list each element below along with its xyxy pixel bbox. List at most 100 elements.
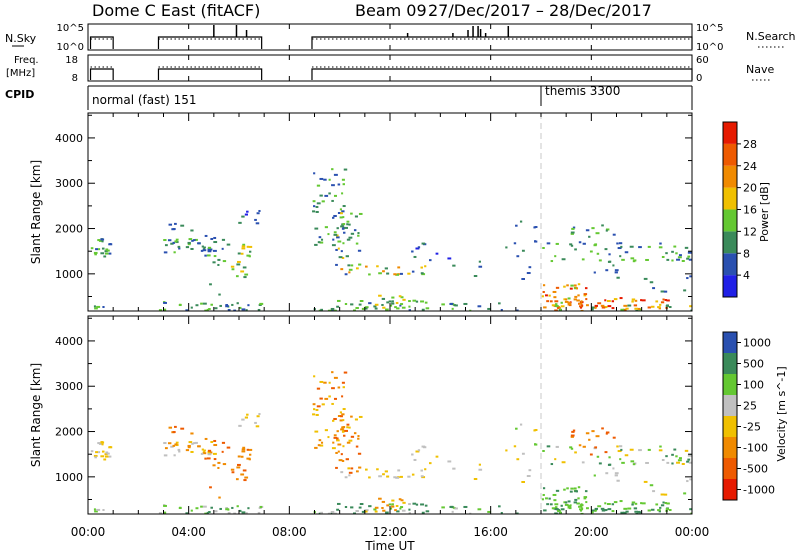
power-cell: [248, 245, 253, 248]
power-cell: [567, 302, 572, 305]
power-cell: [689, 275, 692, 278]
velocity-cell: [607, 508, 612, 511]
cpid-label: CPID: [5, 88, 34, 101]
velocity-cell: [212, 452, 217, 455]
power-cell: [100, 238, 105, 241]
power-cell: [619, 255, 622, 258]
power-cell: [173, 251, 176, 254]
power-cell: [677, 256, 682, 259]
velocity-cell: [598, 462, 602, 465]
power-cell: [242, 243, 246, 246]
power-cell: [659, 242, 662, 245]
power-ylabel: Slant Range [km]: [29, 160, 43, 264]
velocity-cell: [180, 427, 185, 430]
power-cell: [376, 265, 379, 268]
power-cell: [357, 232, 360, 235]
velocity-cell: [411, 473, 415, 476]
power-cell: [415, 300, 419, 303]
power-cell: [382, 270, 385, 273]
power-cell: [320, 238, 324, 241]
power-cell: [353, 229, 357, 232]
power-cell: [619, 297, 623, 300]
velocity-cell: [412, 502, 417, 505]
power-cell: [346, 220, 350, 223]
power-cell: [632, 260, 636, 263]
power-cell: [596, 252, 600, 255]
velocity-cell: [469, 512, 472, 514]
velocity-cell: [616, 479, 620, 482]
power-cell: [350, 232, 355, 235]
velocity-cell: [601, 509, 606, 512]
velocity-cell: [190, 509, 193, 512]
velocity-cell: [681, 462, 685, 465]
power-cell: [337, 247, 340, 250]
velocity-cell: [545, 497, 548, 500]
velocity-cell: [206, 457, 211, 460]
velocity-cell: [347, 467, 351, 470]
power-cell: [549, 300, 553, 303]
power-cell: [163, 251, 168, 254]
power-cell: [207, 246, 212, 249]
velocity-cell: [246, 413, 249, 416]
power-cell: [221, 247, 224, 250]
velocity-cell: [413, 458, 417, 461]
velocity-cell: [658, 449, 663, 452]
power-cell: [332, 238, 335, 241]
power-cell: [324, 194, 329, 197]
velocity-cell: [345, 458, 349, 461]
velocity-cell: [348, 471, 353, 474]
power-cell: [607, 305, 612, 308]
power-cell: [569, 243, 573, 246]
power-cell: [391, 296, 395, 299]
power-cell: [340, 268, 344, 271]
power-cell: [570, 244, 574, 247]
power-cell: [393, 273, 397, 276]
velocity-cell: [663, 493, 668, 496]
power-cell: [257, 308, 261, 311]
power-cell: [689, 305, 692, 308]
velocity-cell: [316, 405, 321, 408]
velocity-cell: [620, 511, 625, 514]
velocity-cell: [473, 478, 478, 481]
power-cell: [585, 298, 588, 301]
power-cell: [315, 205, 319, 208]
freq-segment: [311, 68, 693, 80]
velocity-cell: [625, 510, 629, 513]
power-cell: [193, 239, 196, 242]
velocity-cell: [398, 498, 402, 501]
velocity-cell: [397, 469, 401, 472]
power-cell: [400, 303, 404, 306]
power-cell: [355, 267, 359, 270]
power-cell: [204, 254, 207, 257]
power-cell: [408, 305, 411, 308]
power-cell: [652, 287, 656, 290]
power-cell: [469, 309, 472, 311]
velocity-cell: [690, 512, 692, 514]
power-cell: [225, 305, 229, 308]
power-cell: [185, 309, 188, 311]
power-cell: [97, 239, 101, 242]
velocity-cell: [580, 512, 584, 514]
power-cell: [202, 302, 207, 305]
power-cell: [395, 301, 399, 304]
power-cell: [158, 309, 163, 311]
power-cell: [515, 224, 518, 227]
power-cell: [378, 294, 382, 297]
velocity-cell: [643, 480, 648, 483]
velocity-colorbar-tick-label: -25: [743, 421, 761, 434]
velocity-cell: [651, 508, 655, 511]
velocity-cell: [333, 417, 337, 420]
power-cell: [163, 308, 167, 311]
power-cell: [259, 302, 263, 305]
power-cell: [336, 234, 339, 237]
velocity-cell: [365, 509, 369, 512]
power-cell: [355, 307, 359, 310]
velocity-cell: [348, 426, 351, 429]
power-cell: [420, 300, 425, 303]
power-cell: [236, 260, 241, 263]
power-cell: [478, 265, 483, 268]
power-cell: [607, 260, 611, 263]
velocity-cell: [534, 443, 538, 446]
power-cell: [386, 301, 390, 304]
